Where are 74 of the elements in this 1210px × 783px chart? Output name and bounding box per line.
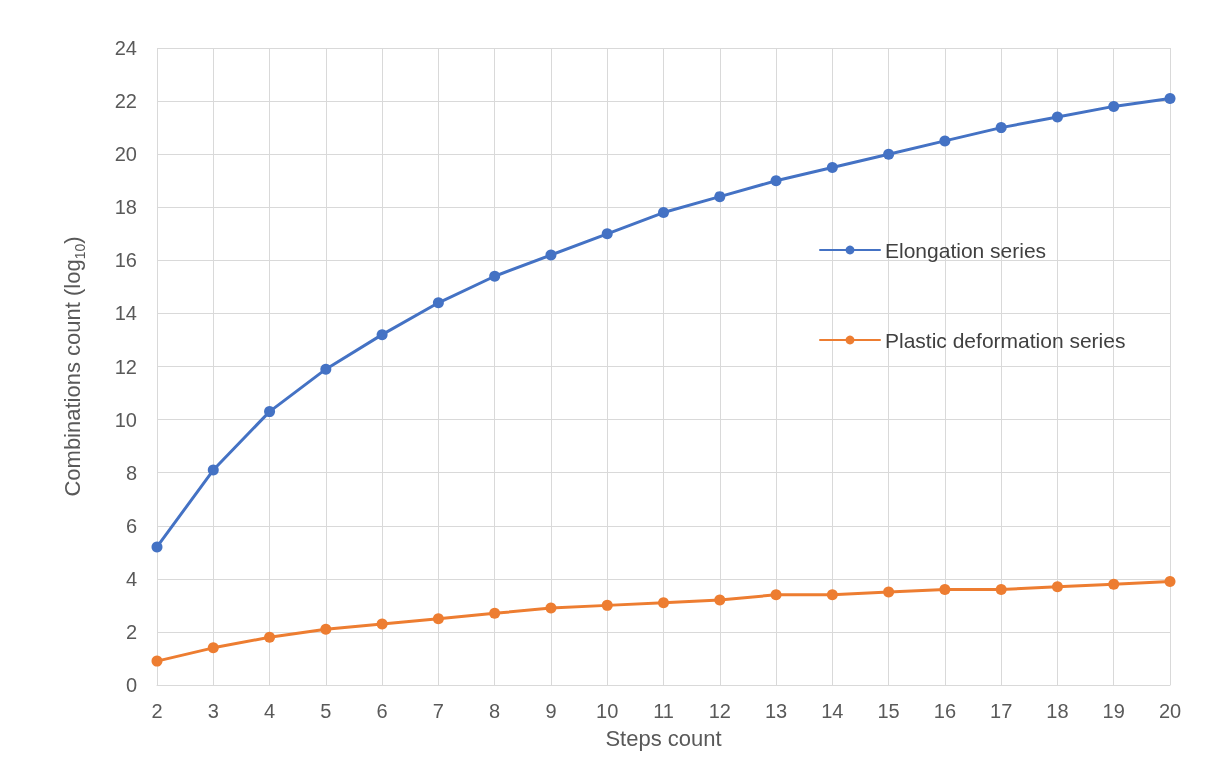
y-tick-label: 12 bbox=[114, 355, 137, 378]
legend-label: Plastic deformation series bbox=[885, 328, 1126, 352]
point bbox=[376, 618, 388, 630]
point bbox=[883, 586, 895, 598]
point bbox=[601, 599, 613, 611]
point bbox=[1164, 575, 1176, 587]
x-tick-label: 7 bbox=[432, 700, 444, 722]
point bbox=[770, 589, 782, 601]
x-tick-label: 12 bbox=[708, 700, 731, 722]
y-tick-label: 24 bbox=[114, 37, 137, 59]
x-tick-label: 5 bbox=[320, 700, 332, 722]
point bbox=[939, 135, 951, 147]
y-tick-label: 22 bbox=[114, 90, 137, 113]
x-tick-label: 10 bbox=[596, 700, 619, 722]
point bbox=[432, 613, 444, 625]
point bbox=[1108, 100, 1120, 112]
point bbox=[995, 583, 1007, 595]
point bbox=[1051, 581, 1063, 593]
y-tick-label: 18 bbox=[114, 196, 137, 219]
x-tick-label: 8 bbox=[489, 700, 501, 722]
point bbox=[320, 623, 332, 635]
point bbox=[151, 655, 163, 667]
point bbox=[883, 148, 895, 160]
x-tick-label: 6 bbox=[376, 700, 388, 722]
point bbox=[264, 631, 276, 643]
point bbox=[658, 597, 669, 609]
point bbox=[207, 464, 219, 476]
y-tick-label: 2 bbox=[125, 620, 137, 643]
point bbox=[601, 228, 613, 240]
x-tick-label: 16 bbox=[933, 700, 957, 722]
point bbox=[545, 249, 557, 261]
x-tick-label: 18 bbox=[1046, 700, 1069, 722]
y-tick-label: 6 bbox=[125, 514, 137, 537]
point bbox=[320, 363, 332, 375]
point bbox=[489, 607, 501, 619]
y-tick-label: 0 bbox=[125, 674, 137, 696]
y-axis-title: Combinations count (log10) bbox=[59, 236, 88, 497]
point bbox=[714, 594, 726, 606]
point bbox=[432, 297, 444, 309]
x-tick-label: 19 bbox=[1102, 700, 1125, 722]
x-tick-label: 14 bbox=[821, 700, 844, 722]
point bbox=[995, 122, 1007, 134]
x-axis-title: Steps count bbox=[605, 725, 722, 751]
x-tick-label: 2 bbox=[151, 700, 163, 722]
point bbox=[1164, 92, 1176, 104]
x-tick-label: 17 bbox=[990, 700, 1013, 722]
y-tick-label: 8 bbox=[125, 461, 137, 484]
point bbox=[489, 270, 501, 282]
point bbox=[939, 583, 951, 595]
point bbox=[545, 602, 557, 614]
point bbox=[376, 329, 388, 341]
point bbox=[1051, 111, 1063, 123]
point bbox=[264, 406, 276, 418]
y-tick-label: 14 bbox=[114, 302, 137, 325]
x-tick-label: 4 bbox=[263, 700, 276, 722]
point bbox=[770, 175, 782, 187]
y-tick-label: 16 bbox=[114, 249, 137, 272]
x-tick-label: 9 bbox=[545, 700, 557, 722]
x-tick-label: 13 bbox=[764, 700, 788, 722]
x-tick-label: 15 bbox=[877, 700, 900, 722]
legend-label: Elongation series bbox=[885, 238, 1047, 262]
point bbox=[207, 642, 219, 654]
x-tick-label: 11 bbox=[653, 700, 674, 722]
x-tick-label: 3 bbox=[207, 700, 219, 722]
point bbox=[1108, 578, 1120, 590]
point bbox=[714, 191, 726, 203]
y-tick-label: 4 bbox=[125, 567, 137, 590]
point bbox=[826, 589, 838, 601]
y-tick-label: 20 bbox=[114, 143, 137, 166]
point bbox=[826, 161, 838, 173]
point bbox=[658, 207, 669, 219]
point bbox=[151, 541, 163, 553]
y-tick-label: 10 bbox=[114, 408, 137, 431]
x-tick-label: 20 bbox=[1158, 700, 1182, 722]
